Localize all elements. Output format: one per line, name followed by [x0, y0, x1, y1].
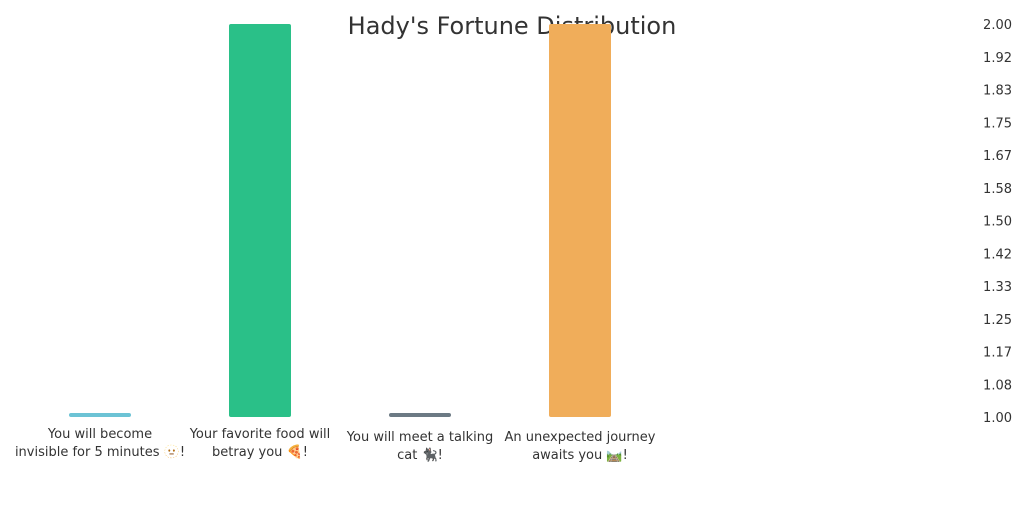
- y-tick-label: 1.08: [983, 378, 1012, 393]
- y-tick-label: 1.33: [983, 280, 1012, 295]
- y-tick-label: 1.67: [983, 149, 1012, 164]
- y-tick-label: 1.25: [983, 313, 1012, 328]
- y-tick-label: 1.17: [983, 346, 1012, 361]
- bar-4: [549, 24, 611, 417]
- y-axis-ticks: 1.00 1.08 1.17 1.25 1.33 1.42 1.50 1.58 1.67 1.75…: [983, 18, 1012, 426]
- category-label-line: You will meet a talking: [346, 430, 493, 445]
- y-tick-label: 1.75: [983, 116, 1012, 131]
- y-tick-label: 1.58: [983, 182, 1012, 197]
- x-axis-labels: You will become invisible for 5 minutes 🫥…: [15, 427, 656, 463]
- category-label-4: An unexpected journey awaits you 🛤️!: [505, 430, 656, 463]
- y-tick-label: 1.83: [983, 84, 1012, 99]
- y-tick-label: 2.00: [983, 18, 1012, 33]
- bar-3: [389, 413, 451, 417]
- chart-title: Hady's Fortune Distribution: [348, 12, 677, 40]
- category-label-line: awaits you 🛤️!: [532, 448, 628, 463]
- category-label-line: cat 🐈‍⬛!: [397, 447, 443, 463]
- category-label-1: You will become invisible for 5 minutes 🫥…: [15, 427, 185, 460]
- category-label-line: betray you 🍕!: [212, 444, 308, 460]
- bar-2: [229, 24, 291, 417]
- category-label-line: You will become: [47, 427, 152, 442]
- bar-1: [69, 413, 131, 417]
- y-tick-label: 1.50: [983, 215, 1012, 230]
- category-label-line: Your favorite food will: [189, 427, 331, 442]
- category-label-line: An unexpected journey: [505, 430, 656, 445]
- bars-group: [69, 24, 611, 417]
- y-tick-label: 1.00: [983, 411, 1012, 426]
- y-tick-label: 1.92: [983, 51, 1012, 66]
- category-label-2: Your favorite food will betray you 🍕!: [189, 427, 331, 460]
- category-label-3: You will meet a talking cat 🐈‍⬛!: [346, 430, 493, 463]
- category-label-line: invisible for 5 minutes 🫥!: [15, 444, 185, 460]
- y-tick-label: 1.42: [983, 247, 1012, 262]
